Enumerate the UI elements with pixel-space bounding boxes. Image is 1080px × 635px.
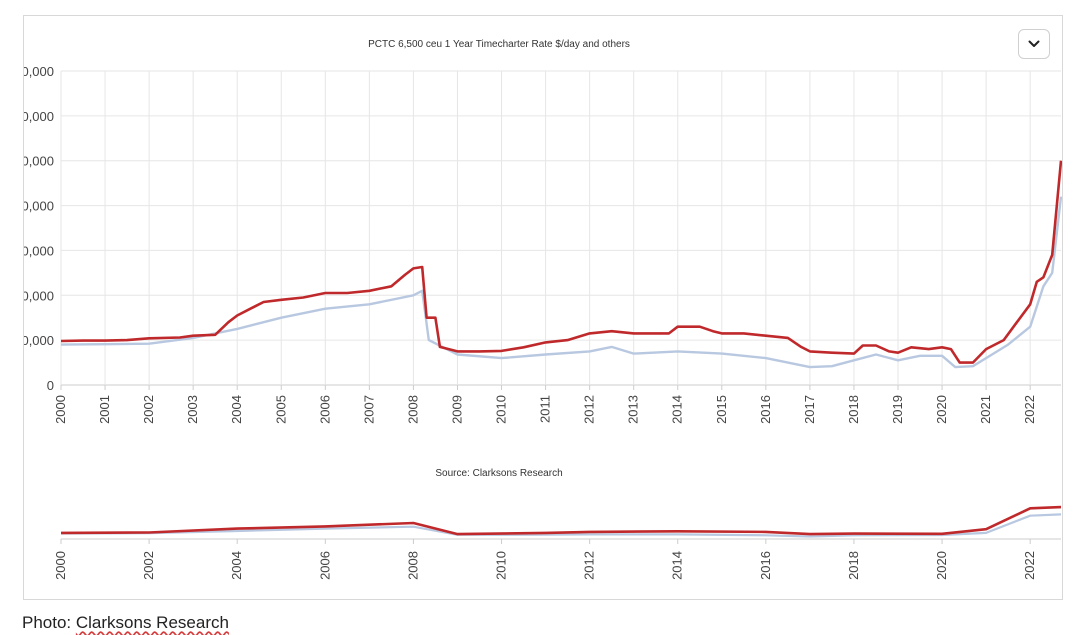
x-tick-label: 2015 [714,395,729,424]
navigator-tick-label: 2018 [846,551,861,580]
y-tick-label: 50,000 [24,154,54,169]
navigator-tick-label: 2000 [53,551,68,580]
y-tick-label: 0 [47,378,54,393]
x-tick-label: 2012 [582,395,597,424]
navigator-tick-label: 2020 [934,551,949,580]
x-tick-label: 2016 [758,395,773,424]
photo-caption: Photo: Clarksons Research [22,613,229,633]
x-tick-label: 2008 [405,395,420,424]
caption-source: Clarksons Research [75,613,229,632]
source-label: Source: Clarksons Research [435,468,563,479]
navigator-tick-label: 2006 [317,551,332,580]
series-line-other [60,196,1062,369]
chart-title: PCTC 6,500 ceu 1 Year Timecharter Rate $… [368,39,630,50]
x-tick-label: 2018 [846,395,861,424]
caption-prefix: Photo: [22,613,76,632]
navigator-line-main [60,505,1062,536]
y-tick-label: 30,000 [24,243,54,258]
y-tick-label: 10,000 [24,333,54,348]
x-tick-label: 2002 [141,395,156,424]
x-tick-label: 2001 [97,395,112,424]
x-tick-label: 2004 [229,395,244,424]
x-tick-label: 2011 [538,395,553,423]
navigator-tick-label: 2012 [582,551,597,580]
navigator-tick-label: 2010 [494,551,509,580]
navigator-tick-label: 2016 [758,551,773,580]
x-tick-label: 2019 [890,395,905,424]
y-tick-label: 20,000 [24,288,54,303]
x-tick-label: 2006 [317,395,332,424]
navigator-line-other [60,513,1062,538]
x-tick-label: 2003 [185,395,200,424]
x-tick-label: 2013 [626,395,641,424]
navigator-tick-label: 2008 [405,551,420,580]
x-tick-label: 2010 [494,395,509,424]
x-tick-label: 2009 [449,395,464,424]
chevron-down-icon [1028,40,1040,47]
chart-menu-button[interactable] [1018,29,1050,59]
x-tick-label: 2000 [53,395,68,424]
series-line-main [60,160,1062,364]
navigator-tick-label: 2004 [229,551,244,580]
x-tick-label: 2005 [273,395,288,424]
chart-container: 0 10,000 20,000 30,000 40,000 50,000 60,000 70,… [23,15,1063,600]
x-tick-label: 2022 [1022,395,1037,424]
x-tick-label: 2014 [670,395,685,424]
y-tick-label: 70,000 [24,64,54,79]
navigator-tick-label: 2022 [1022,551,1037,580]
x-tick-label: 2021 [978,395,993,424]
navigator-tick-label: 2002 [141,551,156,580]
navigator-tick-label: 2014 [670,551,685,580]
chart-svg: 0 10,000 20,000 30,000 40,000 50,000 60,000 70,… [24,64,1062,580]
x-tick-label: 2020 [934,395,949,424]
x-tick-label: 2007 [361,395,376,424]
x-tick-label: 2017 [802,395,817,424]
y-tick-label: 60,000 [24,109,54,124]
y-tick-label: 40,000 [24,199,54,214]
